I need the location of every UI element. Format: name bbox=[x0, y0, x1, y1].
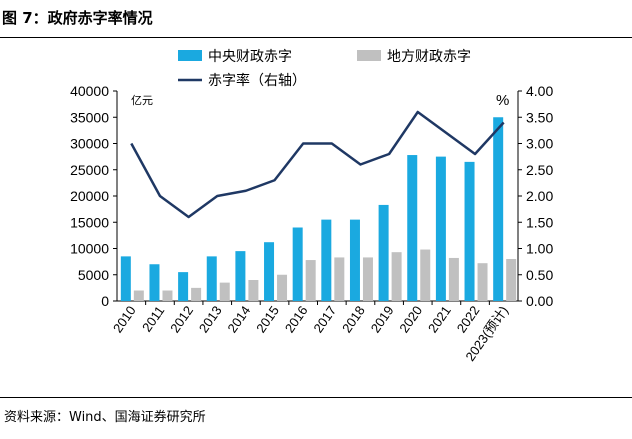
legend-swatch-central bbox=[178, 50, 202, 61]
local-deficit-bar bbox=[391, 252, 402, 301]
right-tick-label: 2.50 bbox=[526, 162, 553, 178]
right-tick-label: 0.00 bbox=[526, 293, 553, 309]
local-deficit-bar bbox=[420, 249, 431, 301]
x-tick-label: 2014 bbox=[224, 303, 253, 335]
right-tick-label: 3.00 bbox=[526, 136, 553, 152]
central-deficit-bar bbox=[464, 161, 475, 301]
local-deficit-bar bbox=[305, 260, 316, 301]
local-deficit-bar bbox=[248, 280, 259, 301]
legend-label: 中央财政赤字 bbox=[208, 48, 292, 64]
x-tick-label: 2022 bbox=[454, 303, 483, 335]
central-deficit-bar bbox=[292, 227, 303, 301]
x-tick-label: 2020 bbox=[396, 303, 425, 335]
local-deficit-bar bbox=[219, 282, 230, 301]
left-tick-label: 10000 bbox=[70, 241, 109, 257]
x-tick-label: 2015 bbox=[253, 303, 282, 335]
local-deficit-bar bbox=[477, 263, 488, 301]
central-deficit-bar bbox=[349, 219, 360, 301]
central-deficit-bar bbox=[264, 242, 275, 301]
left-tick-label: 40000 bbox=[70, 83, 109, 99]
left-tick-label: 35000 bbox=[70, 109, 109, 125]
central-deficit-bar bbox=[378, 204, 389, 301]
deficit-rate-line bbox=[130, 110, 505, 219]
right-tick-label: 1.50 bbox=[526, 214, 553, 230]
legend-label: 赤字率（右轴） bbox=[208, 72, 306, 88]
chart-axes: 0 5000 10000 15000 20000 25000 30000 35000 40000… bbox=[70, 83, 553, 364]
central-deficit-bar bbox=[120, 256, 131, 301]
legend-label: 地方财政赤字 bbox=[387, 48, 471, 64]
left-tick-label: 30000 bbox=[70, 136, 109, 152]
right-tick-label: 4.00 bbox=[526, 83, 553, 99]
central-deficit-bar bbox=[178, 272, 189, 301]
local-deficit-bar bbox=[448, 257, 459, 301]
line-marks bbox=[130, 110, 505, 219]
central-deficit-bar bbox=[206, 256, 217, 301]
central-deficit-bar bbox=[321, 219, 332, 301]
local-deficit-bar bbox=[191, 287, 202, 301]
local-deficit-bar bbox=[506, 259, 517, 301]
x-tick-label: 2012 bbox=[167, 303, 196, 335]
figure-source: 资料来源：Wind、国海证券研究所 bbox=[4, 410, 206, 425]
left-tick-label: 25000 bbox=[70, 162, 109, 178]
x-tick-label: 2016 bbox=[282, 303, 311, 335]
left-tick-label: 5000 bbox=[78, 267, 109, 283]
x-tick-label: 2013 bbox=[196, 303, 225, 335]
x-tick-label: 2017 bbox=[310, 303, 339, 335]
x-tick-label: 2018 bbox=[339, 303, 368, 335]
x-tick-label: 2010 bbox=[110, 303, 139, 335]
local-deficit-bar bbox=[133, 290, 144, 301]
figure-title: 图 7：政府赤字率情况 bbox=[2, 9, 153, 27]
x-tick-label: 2021 bbox=[425, 303, 454, 335]
bar-marks bbox=[120, 117, 517, 301]
right-tick-label: 3.50 bbox=[526, 109, 553, 125]
central-deficit-bar bbox=[235, 251, 246, 301]
x-tick-label: 2011 bbox=[139, 303, 167, 335]
right-tick-label: 2.00 bbox=[526, 188, 553, 204]
right-axis-unit: % bbox=[496, 92, 509, 109]
left-tick-label: 20000 bbox=[70, 188, 109, 204]
central-deficit-bar bbox=[493, 117, 504, 301]
right-tick-label: 0.50 bbox=[526, 267, 553, 283]
left-axis-unit: 亿元 bbox=[131, 94, 153, 107]
local-deficit-bar bbox=[162, 290, 173, 301]
x-tick-label: 2019 bbox=[368, 303, 397, 335]
left-tick-label: 15000 bbox=[70, 214, 109, 230]
left-tick-label: 0 bbox=[101, 293, 109, 309]
title-rule bbox=[0, 37, 632, 38]
local-deficit-bar bbox=[362, 257, 373, 301]
legend-swatch-local bbox=[357, 50, 381, 61]
source-rule bbox=[0, 397, 632, 398]
central-deficit-bar bbox=[407, 155, 418, 301]
central-deficit-bar bbox=[435, 156, 446, 301]
local-deficit-bar bbox=[334, 257, 345, 301]
right-tick-label: 1.00 bbox=[526, 241, 553, 257]
central-deficit-bar bbox=[149, 264, 160, 301]
local-deficit-bar bbox=[277, 274, 288, 301]
figure-header: 图 7：政府赤字率情况 bbox=[0, 0, 632, 36]
